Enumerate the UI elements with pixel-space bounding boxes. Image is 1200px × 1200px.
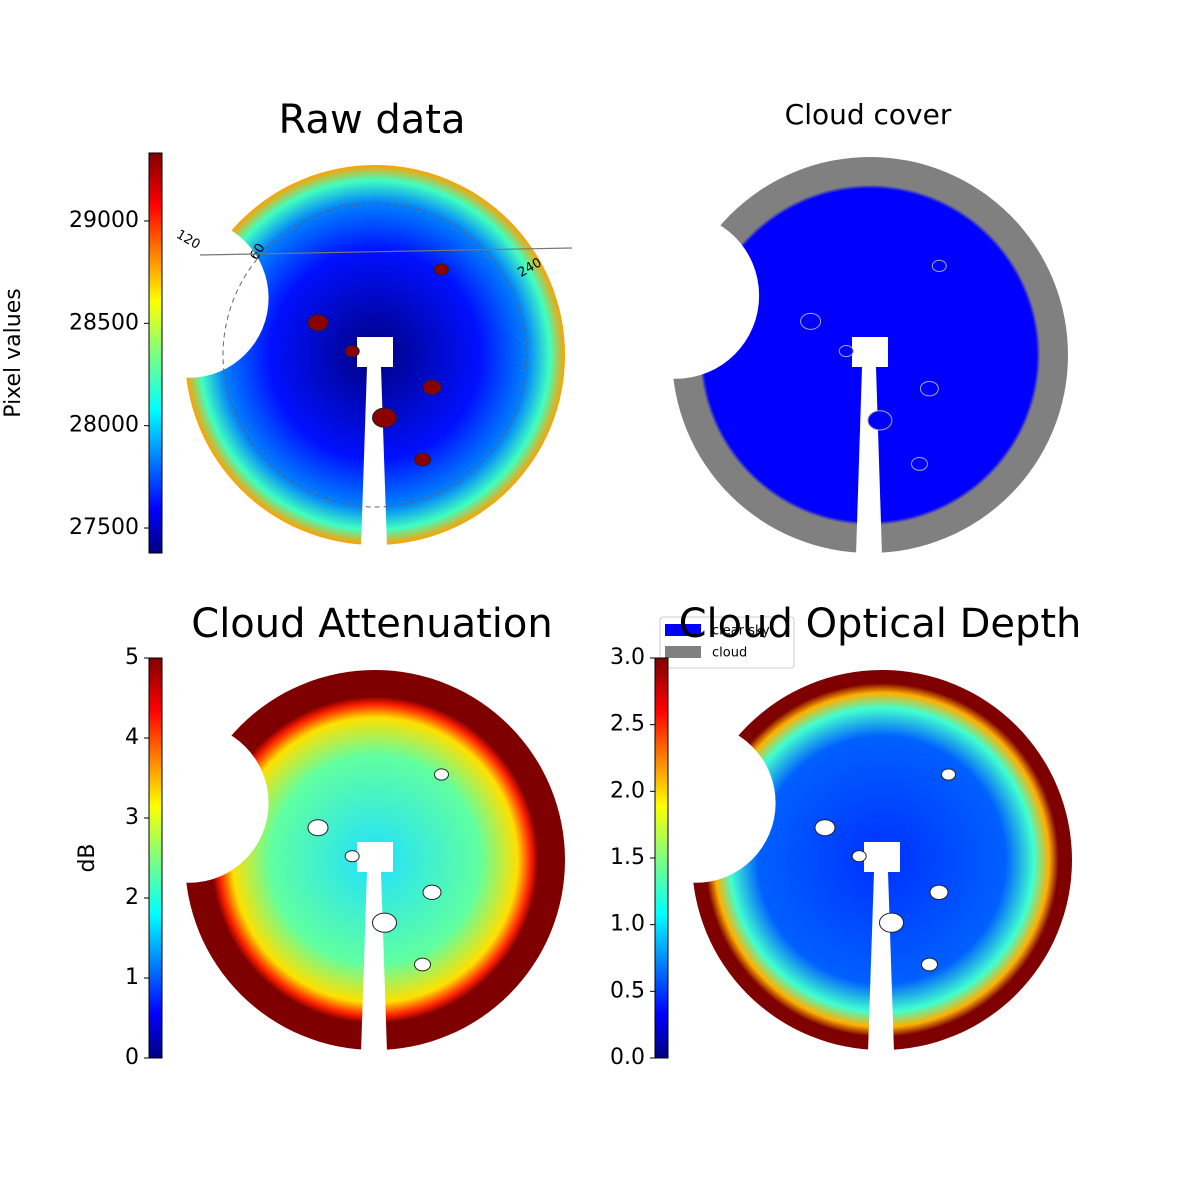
colorbar-label: dB xyxy=(75,843,100,872)
cloud-patch xyxy=(919,380,939,397)
polar-label: 60 xyxy=(247,241,268,263)
cloud-patch xyxy=(814,819,836,837)
legend-swatch xyxy=(665,624,701,636)
colorbar-tick-label: 3.0 xyxy=(610,645,645,670)
colorbar-tick-label: 27500 xyxy=(69,515,139,540)
colorbar-label: Pixel values xyxy=(1,288,26,417)
sky-image xyxy=(616,670,1072,1052)
cloud-patch xyxy=(921,957,938,972)
colorbar-tick-label: 29000 xyxy=(69,208,139,233)
cloud-patch xyxy=(414,957,431,972)
colorbar-tick-label: 0.5 xyxy=(610,978,645,1003)
cloud-patch xyxy=(372,912,397,933)
cloud-patch xyxy=(422,379,442,395)
cloud-patch xyxy=(414,452,431,467)
cloud-patch xyxy=(911,457,928,471)
colorbar-tick-label: 1.5 xyxy=(610,845,645,870)
cloud-patch xyxy=(434,263,449,276)
panel-title: Cloud Optical Depth xyxy=(679,601,1082,647)
colorbar-tick-label: 2.0 xyxy=(610,778,645,803)
colorbar-tick-label: 2.5 xyxy=(610,712,645,737)
legend-swatch xyxy=(665,646,701,658)
polar-spoke xyxy=(199,247,573,256)
cloud-patch xyxy=(879,912,904,933)
colorbar-tick-label: 3 xyxy=(125,805,139,830)
cloud-patch xyxy=(344,850,360,863)
colorbar-tick-label: 1.0 xyxy=(610,912,645,937)
cloud-patch xyxy=(929,884,949,900)
colorbar-tick-label: 2 xyxy=(125,885,139,910)
cloud-patch xyxy=(307,314,329,332)
cloud-patch xyxy=(800,312,822,330)
mast-head xyxy=(852,337,888,367)
sky-image xyxy=(592,157,1068,555)
cloud-patch xyxy=(372,407,397,428)
legend-label: cloud xyxy=(712,646,747,661)
mast-head xyxy=(357,842,393,872)
mast-head xyxy=(357,337,393,367)
cloud-patch xyxy=(941,768,956,781)
colorbar-tick-label: 5 xyxy=(125,645,139,670)
colorbar-tick-label: 1 xyxy=(125,965,139,990)
cloud-patch xyxy=(422,884,442,900)
colorbar xyxy=(148,657,163,1059)
cloud-patch xyxy=(931,259,947,272)
cloud-patch xyxy=(307,819,329,837)
panel-title: Cloud cover xyxy=(785,98,952,131)
colorbar-tick-label: 28500 xyxy=(69,310,139,335)
cloud-patch xyxy=(838,344,854,358)
cloud-patch xyxy=(867,410,893,431)
panel-title: Cloud Attenuation xyxy=(191,601,552,647)
polar-ring xyxy=(222,202,528,508)
colorbar xyxy=(654,657,669,1059)
colorbar-tick-label: 28000 xyxy=(69,413,139,438)
colorbar-tick-label: 0.0 xyxy=(610,1045,645,1070)
legend-label: clear sky xyxy=(712,624,770,639)
colorbar-tick-label: 4 xyxy=(125,725,139,750)
sky-image xyxy=(109,670,565,1052)
cloud-patch xyxy=(851,850,867,863)
mast-head xyxy=(864,842,900,872)
colorbar xyxy=(148,152,163,554)
colorbar-tick-label: 0 xyxy=(125,1045,139,1070)
cloud-patch xyxy=(344,345,360,358)
panel-title: Raw data xyxy=(279,97,466,143)
cloud-patch xyxy=(434,768,449,781)
horizon-mask xyxy=(592,212,760,379)
sky-image xyxy=(109,165,565,547)
